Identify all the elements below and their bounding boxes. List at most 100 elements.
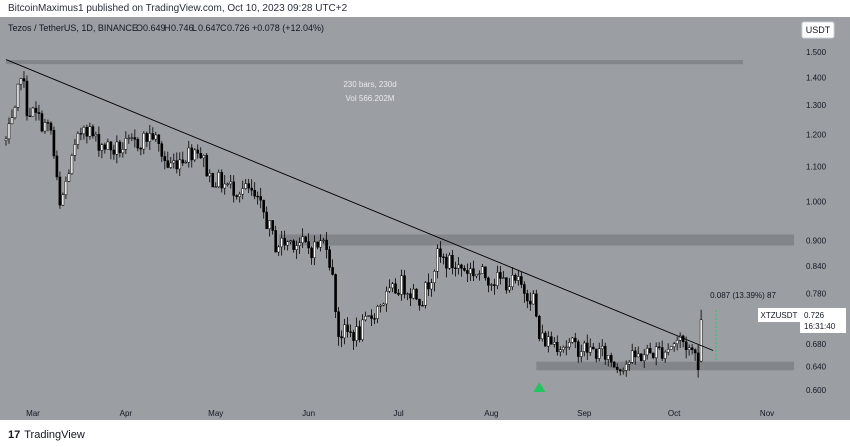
candle-up bbox=[31, 107, 35, 117]
candle-up bbox=[457, 264, 460, 269]
candle-up bbox=[214, 186, 218, 188]
candle-up bbox=[553, 341, 556, 345]
candle-up bbox=[277, 246, 280, 253]
candle-down bbox=[232, 181, 236, 196]
candle-up bbox=[142, 133, 146, 150]
candle-up bbox=[666, 349, 670, 353]
candle-down bbox=[334, 274, 337, 312]
candle-up bbox=[70, 155, 74, 174]
candle-down bbox=[91, 126, 95, 137]
candle-up bbox=[295, 245, 298, 250]
candle-up bbox=[382, 303, 385, 306]
candle-up bbox=[100, 144, 104, 151]
candle-up bbox=[436, 248, 439, 272]
candle-up bbox=[669, 346, 673, 350]
candle-down bbox=[576, 341, 580, 357]
publisher-header: BitcoinMaximus1 published on TradingView… bbox=[0, 0, 850, 17]
candle-down bbox=[573, 337, 577, 343]
candle-up bbox=[313, 241, 316, 259]
candle-down bbox=[648, 348, 652, 354]
price-tag-symbol: XTZUSDT bbox=[761, 311, 798, 320]
candle-down bbox=[271, 220, 274, 231]
candle-up bbox=[229, 181, 233, 185]
candle-up bbox=[579, 351, 583, 357]
candle-down bbox=[370, 315, 373, 319]
candle-up bbox=[642, 354, 646, 361]
candle-up bbox=[226, 183, 230, 185]
chart-area[interactable]: 1.500 1.400 1.300 1.200 1.100 1.000 0.900 0.840… bbox=[0, 17, 850, 420]
candle-up bbox=[193, 149, 197, 161]
candle-up bbox=[430, 282, 433, 290]
candle-down bbox=[160, 143, 164, 157]
candle-up bbox=[241, 188, 244, 195]
candle-up bbox=[424, 282, 427, 306]
candle-up bbox=[385, 290, 388, 305]
candle-up bbox=[630, 350, 634, 363]
candle-down bbox=[690, 347, 694, 350]
candle-up bbox=[4, 138, 8, 141]
candle-down bbox=[331, 267, 334, 275]
candle-down bbox=[397, 292, 400, 295]
candle-up bbox=[343, 324, 346, 339]
candle-up bbox=[376, 306, 379, 319]
candle-down bbox=[97, 134, 101, 151]
candle-up bbox=[624, 363, 628, 371]
candle-up bbox=[94, 134, 98, 137]
open-value: 0.649 bbox=[143, 23, 166, 33]
candle-down bbox=[514, 274, 517, 281]
candle-down bbox=[442, 256, 445, 258]
candle-up bbox=[106, 141, 110, 150]
candle-down bbox=[49, 122, 53, 131]
candle-down bbox=[40, 113, 44, 132]
candle-up bbox=[88, 126, 92, 137]
currency-badge-box[interactable] bbox=[801, 21, 835, 39]
candle-down bbox=[52, 130, 56, 157]
y-tick-label: 1.300 bbox=[806, 101, 827, 110]
y-tick-label: 1.400 bbox=[806, 74, 827, 83]
candle-down bbox=[346, 324, 349, 332]
candle-down bbox=[328, 249, 331, 268]
price-chart[interactable]: 1.500 1.400 1.300 1.200 1.100 1.000 0.900 0.840… bbox=[0, 17, 850, 420]
tradingview-logo[interactable]: 17 TradingView bbox=[8, 429, 85, 441]
candle-down bbox=[25, 80, 29, 117]
x-tick-label: Nov bbox=[760, 409, 774, 418]
candle-down bbox=[133, 137, 137, 140]
candle-down bbox=[394, 283, 397, 294]
tradingview-brand: TradingView bbox=[24, 429, 85, 441]
candle-up bbox=[469, 268, 472, 274]
candle-down bbox=[418, 298, 421, 306]
currency-badge[interactable]: USDT bbox=[806, 25, 831, 35]
x-tick-label: May bbox=[208, 409, 223, 418]
candle-down bbox=[585, 342, 589, 353]
candle-up bbox=[124, 138, 128, 150]
candle-up bbox=[517, 276, 520, 281]
candle-up bbox=[400, 275, 403, 295]
candle-down bbox=[112, 149, 116, 155]
candle-up bbox=[678, 335, 682, 341]
price-axis-panel[interactable] bbox=[800, 17, 850, 420]
candle-down bbox=[460, 264, 463, 269]
candle-up bbox=[172, 160, 176, 164]
candle-down bbox=[454, 267, 457, 269]
candle-up bbox=[675, 340, 679, 344]
candle-up bbox=[208, 172, 212, 177]
candle-down bbox=[109, 141, 113, 151]
candle-down bbox=[373, 318, 376, 320]
candle-down bbox=[591, 346, 595, 350]
candle-up bbox=[280, 237, 283, 248]
candle-down bbox=[523, 284, 526, 294]
candle-up bbox=[564, 346, 568, 349]
candle-up bbox=[478, 273, 481, 275]
price-tag-box bbox=[758, 308, 800, 322]
candle-down bbox=[609, 355, 613, 363]
candle-down bbox=[409, 293, 412, 299]
candle-up bbox=[244, 183, 247, 189]
green-arrow-icon bbox=[533, 382, 546, 393]
candle-up bbox=[148, 133, 152, 142]
candle-down bbox=[421, 305, 424, 307]
candle-down bbox=[283, 237, 286, 246]
candle-up bbox=[475, 274, 478, 277]
candle-up bbox=[130, 137, 134, 139]
candle-up bbox=[481, 266, 484, 274]
candle-down bbox=[520, 276, 523, 285]
